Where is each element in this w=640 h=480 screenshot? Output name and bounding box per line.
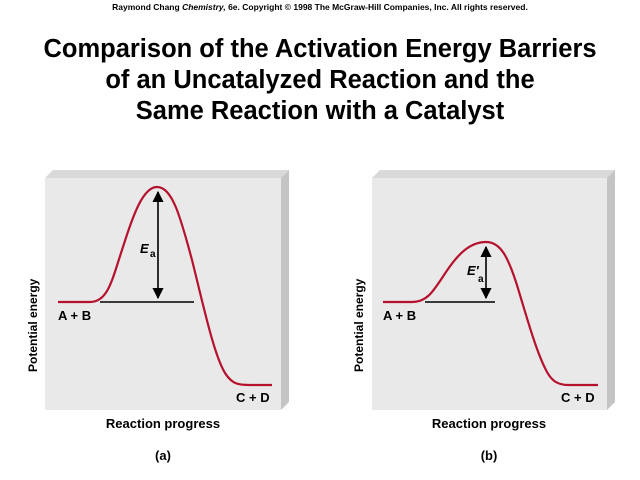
panel-a-front-face <box>45 178 281 410</box>
panel-b-top-face <box>372 170 615 178</box>
panel-b-caption: (b) <box>481 448 498 463</box>
panel-a-products-label: C + D <box>236 390 270 405</box>
panel-a-x-axis-label: Reaction progress <box>106 416 220 431</box>
panel-b-energy-curve <box>383 240 598 387</box>
title-line-2: of an Uncatalyzed Reaction and the <box>105 66 535 94</box>
panel-a-ea-symbol: E <box>140 241 149 256</box>
credit-book: Chemistry, <box>182 2 226 12</box>
panel-a-top-face <box>45 170 289 178</box>
panel-b-y-axis-label: Potential energy <box>352 278 366 372</box>
panel-b-ea-symbol: E′ <box>467 263 480 278</box>
page-title: Comparison of the Activation Energy Barr… <box>0 34 640 127</box>
panel-a-ea-subscript: a <box>150 249 156 260</box>
title-line-3: Same Reaction with a Catalyst <box>135 97 505 125</box>
panel-b-front-face <box>372 178 607 410</box>
panel-a-caption: (a) <box>155 448 171 463</box>
panel-a-y-axis-label: Potential energy <box>26 278 40 372</box>
panel-b-reactants-label: A + B <box>383 308 416 323</box>
panel-b: E′ a A + B C + D Potential energy Reacti… <box>352 170 615 463</box>
panel-b-x-axis-label: Reaction progress <box>432 416 546 431</box>
title-line-1: Comparison of the Activation Energy Barr… <box>43 35 597 63</box>
panel-b-ea-subscript: a <box>478 274 484 285</box>
panel-a-side-face <box>281 170 289 410</box>
credit-author: Raymond Chang <box>112 2 180 12</box>
panel-a: E a A + B C + D Potential energy Reactio… <box>26 170 289 463</box>
panel-a-reactants-label: A + B <box>58 308 91 323</box>
panel-a-energy-curve <box>58 185 272 387</box>
panel-b-side-face <box>607 170 615 410</box>
credit-rest: 6e. Copyright © 1998 The McGraw-Hill Com… <box>228 2 528 12</box>
copyright-credit: Raymond Chang Chemistry, 6e. Copyright ©… <box>0 2 640 12</box>
panel-b-products-label: C + D <box>561 390 595 405</box>
